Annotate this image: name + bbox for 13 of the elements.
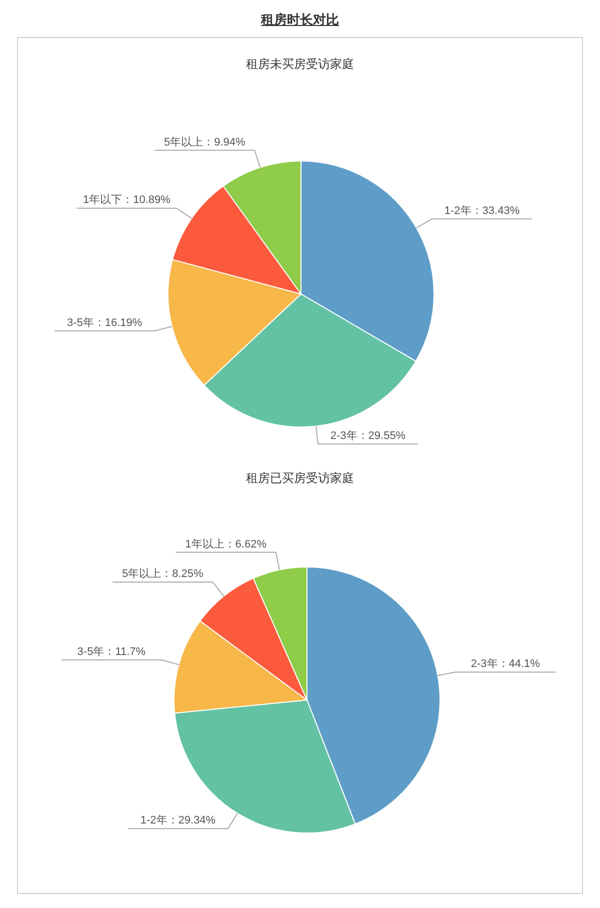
slice-label: 2-3年：29.55% — [330, 430, 406, 442]
chart-title: 租房已买房受访家庭 — [246, 471, 354, 485]
slice-label: 1-2年：29.34% — [140, 814, 216, 827]
chart-subtitle: 租房未买房受访家庭 — [246, 57, 354, 71]
slice-label: 2-3年：44.1% — [470, 658, 540, 670]
slice-label: 1年以下：10.89% — [83, 193, 171, 206]
slice-label: 5年以上：9.94% — [164, 135, 246, 148]
slice-label: 3-5年：16.19% — [66, 316, 142, 329]
chart-title: 租房时长对比 — [261, 11, 339, 29]
slice-label: 1-2年：33.43% — [444, 204, 520, 217]
slice-label: 3-5年：11.7% — [77, 646, 146, 658]
slice-label: 5年以上：8.25% — [122, 567, 204, 580]
slice-label: 1年以上：6.62% — [185, 537, 267, 550]
